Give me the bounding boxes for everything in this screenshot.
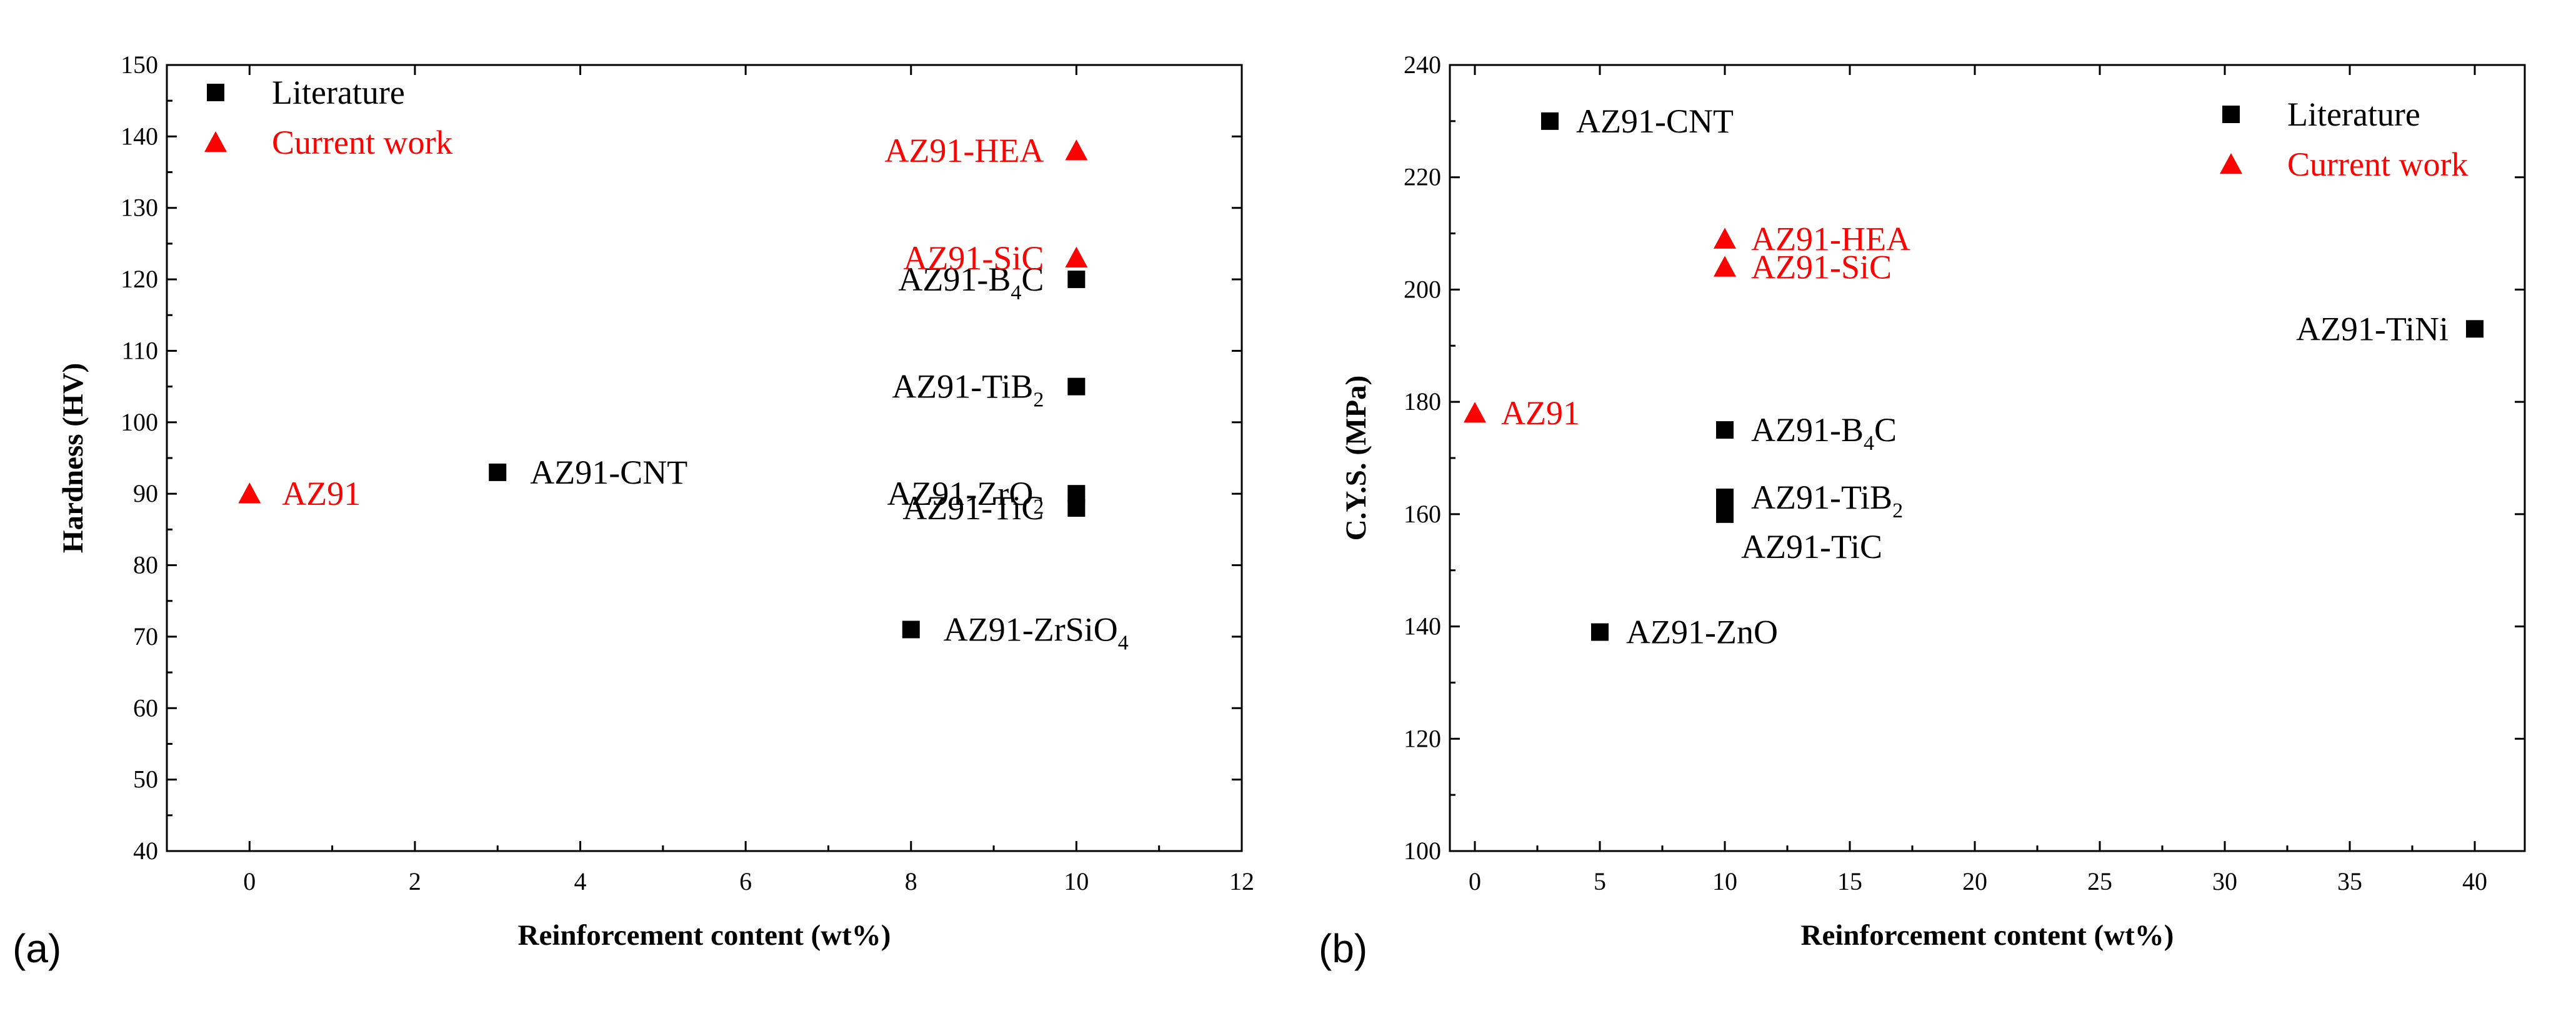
x-tick-label: 12	[1229, 867, 1254, 895]
legend-marker	[207, 84, 224, 101]
point-label: AZ91-B4C	[898, 261, 1044, 304]
panel-a-hardness: 0 2 4 6 8 10 12 40 50 60 70 80 90 100 110 120 130 140 150 R…	[12, 51, 1254, 971]
point-label: AZ91-TiC	[1741, 528, 1882, 565]
point-label: AZ91-TiNi	[2296, 310, 2449, 347]
y-tick-label: 50	[133, 765, 158, 794]
x-tick-label: 20	[1962, 867, 1987, 895]
point-label: AZ91-ZnO	[1626, 614, 1778, 651]
y-tick-label: 220	[1404, 163, 1441, 191]
y-tick-label: 180	[1404, 387, 1441, 416]
literature-point	[1067, 377, 1086, 396]
point-label: AZ91-TiB2	[1751, 479, 1903, 522]
current-work-point	[1714, 227, 1736, 249]
x-axis-title: Reinforcement content (wt%)	[518, 919, 891, 952]
legend-label: Literature	[272, 74, 405, 111]
point-label: AZ91-ZrO2	[887, 475, 1044, 519]
x-tick-label: 10	[1064, 867, 1089, 895]
y-tick-label: 120	[1404, 724, 1441, 752]
legend-label: Literature	[2287, 96, 2420, 133]
point-label: AZ91-HEA	[884, 132, 1044, 169]
y-axis-title: C.Y.S. (MPa)	[1340, 376, 1372, 541]
literature-point	[1716, 421, 1734, 439]
y-tick-label: 110	[121, 336, 158, 364]
y-tick-label: 90	[133, 479, 158, 507]
point-label: AZ91-B4C	[1751, 411, 1897, 455]
x-axis-title: Reinforcement content (wt%)	[1801, 919, 2174, 952]
literature-point	[1067, 271, 1086, 289]
point-label: AZ91-ZrSiO4	[944, 610, 1129, 654]
current-work-point	[1464, 402, 1486, 423]
legend-marker	[204, 131, 227, 152]
literature-point	[1591, 623, 1609, 641]
y-tick-label: 100	[121, 408, 158, 436]
x-tick-label: 4	[574, 867, 587, 895]
point-label: AZ91	[282, 475, 361, 512]
y-tick-label: 160	[1404, 500, 1441, 528]
x-tick-label: 0	[1469, 867, 1481, 895]
literature-point	[1716, 505, 1734, 523]
point-label: AZ91-TiC	[902, 489, 1044, 527]
literature-point	[1541, 112, 1559, 130]
y-tick-label: 100	[1404, 837, 1441, 865]
point-label: AZ91-CNT	[530, 454, 687, 491]
legend-marker	[2222, 106, 2240, 123]
x-tick-label: 15	[1837, 867, 1862, 895]
point-label: AZ91-SiC	[1751, 248, 1892, 286]
y-tick-label: 140	[1404, 612, 1441, 640]
y-tick-label: 120	[121, 265, 158, 293]
y-axis-title: Hardness (HV)	[57, 363, 89, 553]
x-tick-label: 30	[2212, 867, 2237, 895]
x-tick-label: 2	[409, 867, 421, 895]
x-tick-label: 0	[243, 867, 256, 895]
x-tick-label: 35	[2337, 867, 2362, 895]
x-tick-label: 6	[739, 867, 752, 895]
panel-b-cys: 0 5 10 15 20 25 30 35 40 100 120 140 160 180 200 220 240…	[1319, 51, 2526, 971]
y-tick-label: 60	[133, 694, 158, 722]
literature-point	[1716, 488, 1734, 506]
y-tick-label: 150	[121, 51, 158, 79]
current-work-point	[1065, 246, 1088, 268]
y-tick-label: 240	[1404, 51, 1441, 79]
legend-marker	[2220, 153, 2242, 174]
current-work-point	[1714, 256, 1736, 277]
y-tick-label: 40	[133, 837, 158, 865]
x-tick-label: 8	[905, 867, 917, 895]
literature-point	[1067, 499, 1086, 517]
y-tick-label: 140	[121, 122, 158, 150]
literature-point	[489, 463, 507, 481]
panel-tag: (b)	[1319, 926, 1367, 971]
x-tick-label: 5	[1594, 867, 1606, 895]
current-work-point	[238, 482, 261, 504]
current-work-point	[1065, 139, 1088, 161]
point-label: AZ91	[1501, 394, 1580, 432]
x-tick-label: 10	[1712, 867, 1737, 895]
y-tick-label: 130	[121, 194, 158, 222]
literature-point	[902, 620, 920, 639]
literature-point	[2466, 320, 2484, 338]
y-tick-label: 200	[1404, 275, 1441, 303]
point-label: AZ91-HEA	[1751, 221, 1910, 258]
x-tick-label: 25	[2087, 867, 2112, 895]
legend-label: Current work	[2287, 146, 2468, 183]
y-tick-label: 80	[133, 551, 158, 579]
point-label: AZ91-SiC	[903, 239, 1044, 277]
point-label: AZ91-CNT	[1576, 102, 1734, 140]
legend-label: Current work	[272, 124, 452, 161]
panel-tag: (a)	[12, 926, 61, 971]
point-label: AZ91-TiB2	[892, 368, 1044, 412]
x-tick-label: 40	[2462, 867, 2487, 895]
y-tick-label: 70	[133, 622, 158, 650]
plot-frame	[166, 64, 1243, 852]
